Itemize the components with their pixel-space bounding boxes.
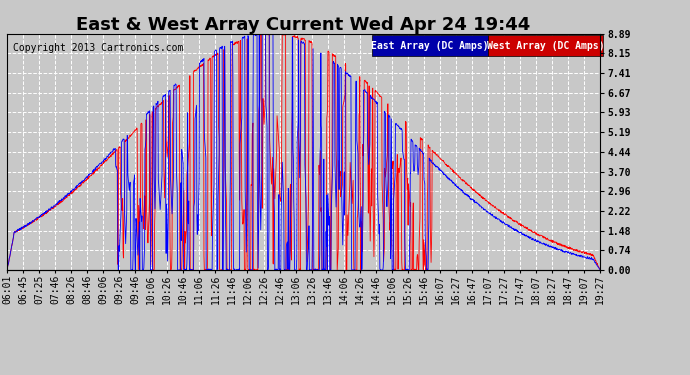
Text: West Array (DC Amps): West Array (DC Amps) [487,40,604,51]
FancyBboxPatch shape [372,35,488,56]
Text: Copyright 2013 Cartronics.com: Copyright 2013 Cartronics.com [13,43,184,53]
Text: East Array (DC Amps): East Array (DC Amps) [371,40,489,51]
FancyBboxPatch shape [488,35,603,56]
Title: East & West Array Current Wed Apr 24 19:44: East & West Array Current Wed Apr 24 19:… [77,16,531,34]
